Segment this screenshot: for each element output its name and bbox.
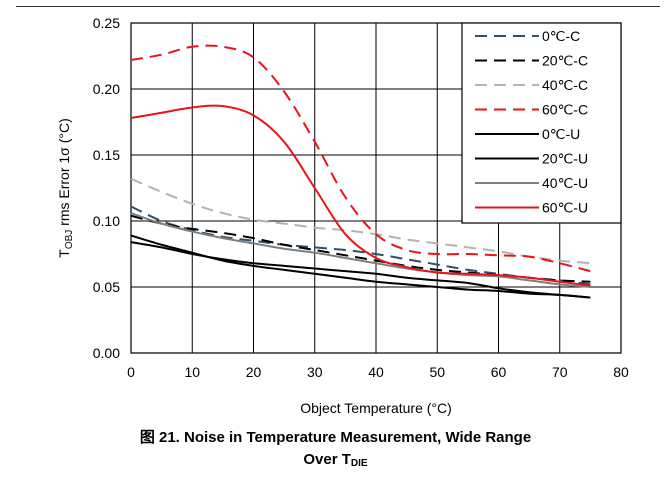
caption-line-2-prefix: Over T — [303, 451, 351, 468]
page-top-rule — [16, 6, 660, 7]
x-axis-title: Object Temperature (°C) — [300, 400, 452, 416]
noise-line-chart: 0 10 20 30 40 50 60 70 80 0.000.050.100.150.200.… — [56, 15, 629, 416]
y-tick-label: 0.20 — [93, 81, 120, 97]
legend-label: 20℃-U — [542, 151, 588, 167]
legend-label: 40℃-C — [542, 77, 588, 93]
x-tick-label: 80 — [613, 364, 629, 380]
series-line-8 — [130, 104, 591, 287]
y-axis-title-subscript: OBJ — [64, 230, 75, 249]
legend-label: 40℃-U — [542, 175, 588, 191]
x-tick-label: 60 — [491, 364, 507, 380]
series-layer — [130, 44, 591, 299]
x-tick-label: 50 — [429, 364, 445, 380]
y-axis-title-main: T — [56, 249, 72, 258]
legend-label: 0℃-U — [542, 126, 580, 142]
legend-label: 0℃-C — [542, 28, 580, 44]
y-tick-label: 0.15 — [93, 147, 120, 163]
y-axis-ticks: 0.00 0.05 0.10 0.15 0.20 0.25 — [93, 15, 120, 361]
legend-box — [461, 22, 622, 224]
x-tick-label: 40 — [368, 364, 384, 380]
y-tick-label: 0.05 — [93, 279, 120, 295]
y-tick-label: 0.25 — [93, 15, 120, 31]
series-line-4 — [130, 44, 591, 273]
legend-label: 20℃-C — [542, 53, 588, 69]
caption-line-2: Over TDIE — [0, 449, 671, 475]
x-tick-label: 0 — [127, 364, 135, 380]
y-axis-title: TOBJ rms Error 1σ (°C) — [56, 118, 75, 257]
caption-line-2-subscript: DIE — [350, 458, 368, 469]
legend-label: 60℃-U — [542, 200, 588, 216]
series-line-3 — [130, 177, 591, 265]
y-axis-title-rest: rms Error 1σ (°C) — [56, 118, 72, 229]
x-tick-label: 30 — [307, 364, 323, 380]
y-tick-label: 0.10 — [93, 213, 120, 229]
legend-label: 60℃-C — [542, 102, 588, 118]
figure-caption: 图 21. Noise in Temperature Measurement, … — [0, 427, 671, 475]
x-tick-label: 70 — [552, 364, 568, 380]
series-line-6 — [130, 234, 591, 299]
y-tick-label: 0.00 — [93, 345, 120, 361]
chart-legend: 0℃-C 20℃-C 40℃-C 60℃-C 0℃-U 20℃-U 40℃-U 60℃-U — [461, 22, 622, 224]
series-line-5 — [130, 241, 591, 299]
x-tick-label: 10 — [184, 364, 200, 380]
series-line-7 — [130, 212, 591, 288]
caption-line-1: 图 21. Noise in Temperature Measurement, … — [139, 429, 532, 446]
x-tick-label: 20 — [246, 364, 262, 380]
x-axis-ticks: 0 10 20 30 40 50 60 70 80 — [127, 364, 629, 380]
